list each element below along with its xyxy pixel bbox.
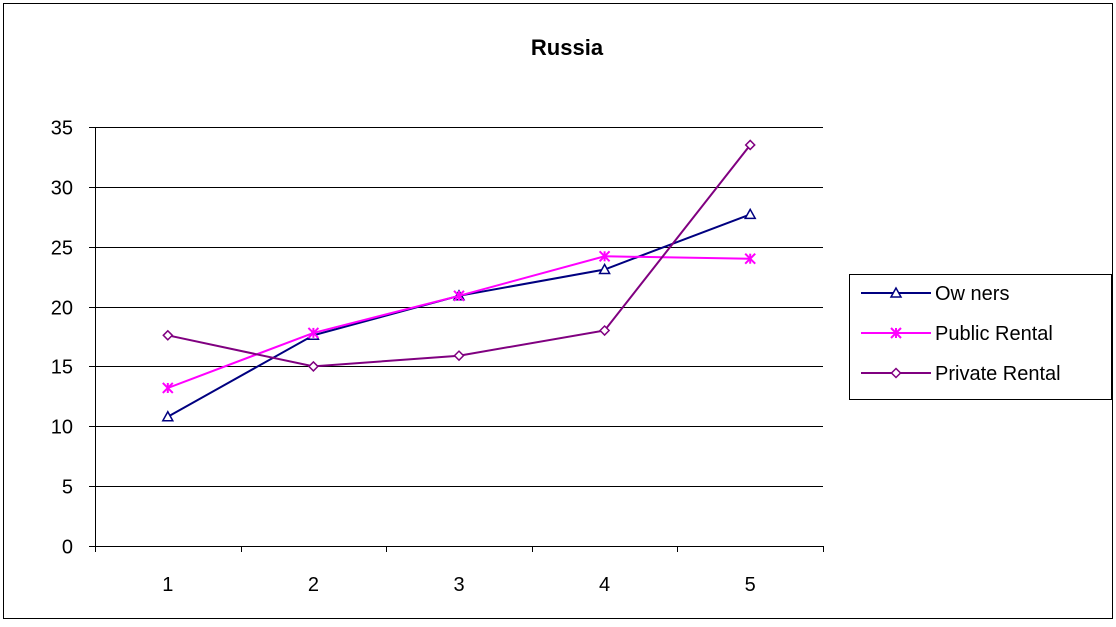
series-2: [162, 250, 756, 394]
data-point: [453, 290, 465, 302]
data-point: [599, 324, 611, 337]
data-point: [743, 207, 757, 220]
x-tick-label: 1: [162, 574, 173, 596]
y-tick-label: 35: [51, 118, 73, 140]
axes: 0 5 10 15 20 25 30 35 1 2 3 4 5: [51, 118, 824, 596]
legend-entry: Public Rental: [861, 323, 1053, 345]
gridlines: [95, 127, 823, 487]
data-point: [453, 350, 465, 362]
legend: Ow ners Public Rental Private Rental: [849, 274, 1112, 400]
data-point: [598, 250, 611, 262]
legend-marker: [890, 327, 902, 339]
y-tick-label: 15: [51, 357, 73, 379]
series-3: [162, 139, 756, 372]
data-point: [744, 139, 756, 151]
y-tick-label: 10: [51, 417, 73, 439]
legend-entry: Ow ners: [861, 283, 1009, 305]
legend-marker: [889, 286, 903, 298]
data-point: [162, 329, 174, 341]
series-group: [161, 139, 757, 422]
legend-label: Public Rental: [935, 323, 1053, 345]
legend-marker: [890, 367, 902, 379]
y-tick-label: 20: [51, 298, 73, 320]
data-point: [162, 382, 174, 394]
x-tick-label: 2: [308, 574, 319, 596]
y-tick-label: 0: [62, 537, 73, 559]
data-point: [598, 262, 611, 275]
data-point: [307, 360, 319, 372]
x-tick-label: 5: [745, 574, 756, 596]
legend-label: Private Rental: [935, 363, 1061, 385]
chart-title: Russia: [531, 35, 604, 60]
y-tick-label: 5: [62, 477, 73, 499]
x-tick-label: 3: [453, 574, 464, 596]
data-point: [161, 410, 175, 422]
legend-label: Ow ners: [935, 283, 1009, 305]
data-point: [744, 252, 756, 265]
legend-entry: Private Rental: [861, 363, 1061, 385]
y-tick-label: 25: [51, 238, 73, 260]
y-tick-label: 30: [51, 178, 73, 200]
data-point: [307, 327, 320, 339]
x-tick-label: 4: [599, 574, 610, 596]
